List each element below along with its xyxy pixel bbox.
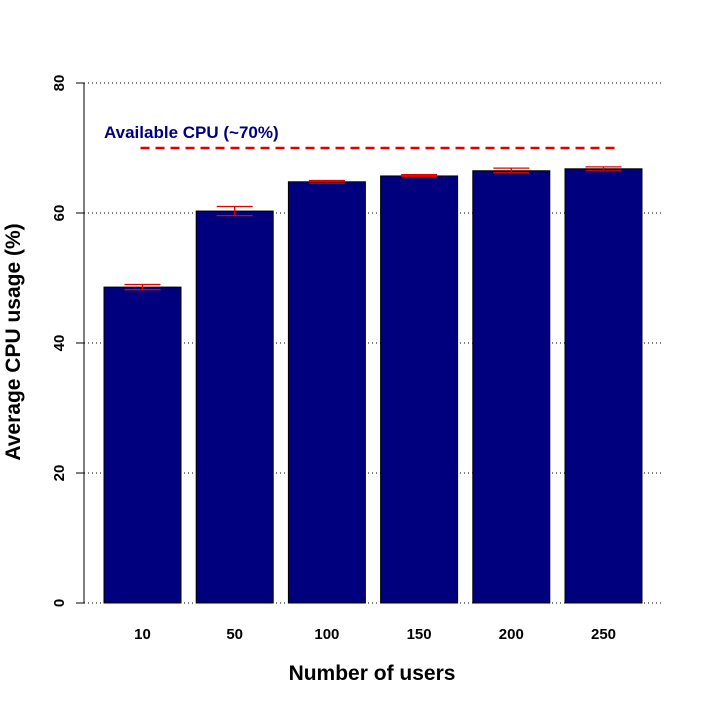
error-bar-50 bbox=[216, 205, 253, 217]
error-bar-150 bbox=[401, 173, 438, 178]
x-tick-label-150: 150 bbox=[407, 626, 432, 643]
error-bar-250 bbox=[585, 166, 622, 172]
y-tick-label: 0 bbox=[51, 599, 68, 607]
y-axis: 0 20 40 60 80 bbox=[51, 75, 85, 607]
x-axis-title: Number of users bbox=[289, 662, 456, 685]
y-tick-label: 40 bbox=[51, 335, 68, 352]
error-bars bbox=[124, 166, 622, 291]
x-tick-label-50: 50 bbox=[226, 626, 243, 643]
x-tick-label-250: 250 bbox=[591, 626, 616, 643]
error-bar-100 bbox=[308, 179, 345, 184]
error-bar-200 bbox=[493, 167, 530, 174]
error-bar-10 bbox=[124, 283, 161, 291]
bar-250 bbox=[564, 168, 643, 604]
available-cpu-label: Available CPU (~70%) bbox=[104, 123, 279, 142]
y-axis-title: Average CPU usage (%) bbox=[2, 223, 25, 460]
bar-200 bbox=[472, 170, 551, 604]
x-tick-label-200: 200 bbox=[499, 626, 524, 643]
y-tick-label: 80 bbox=[51, 75, 68, 92]
bar-10 bbox=[103, 286, 182, 604]
y-tick-label: 60 bbox=[51, 205, 68, 222]
y-tick-label: 20 bbox=[51, 465, 68, 482]
bar-50 bbox=[195, 210, 274, 604]
x-axis: 10 50 100 150 200 250 bbox=[134, 626, 616, 643]
bar-150 bbox=[380, 175, 459, 604]
x-tick-label-100: 100 bbox=[314, 626, 339, 643]
x-tick-label-10: 10 bbox=[134, 626, 151, 643]
bars bbox=[103, 168, 643, 604]
bar-100 bbox=[287, 181, 366, 604]
reference-line-group: Available CPU (~70%) bbox=[104, 123, 615, 150]
